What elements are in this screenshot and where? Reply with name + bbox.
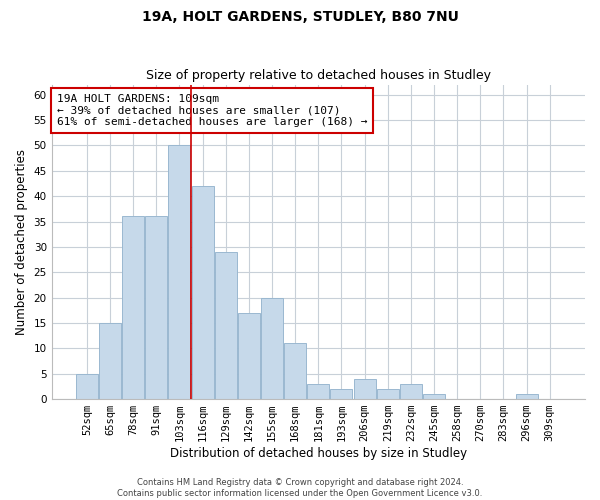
X-axis label: Distribution of detached houses by size in Studley: Distribution of detached houses by size … — [170, 447, 467, 460]
Bar — [191, 186, 214, 399]
Bar — [76, 374, 98, 399]
Bar — [99, 323, 121, 399]
Bar — [122, 216, 144, 399]
Bar — [284, 344, 306, 399]
Bar — [169, 146, 190, 399]
Text: 19A, HOLT GARDENS, STUDLEY, B80 7NU: 19A, HOLT GARDENS, STUDLEY, B80 7NU — [142, 10, 458, 24]
Bar — [145, 216, 167, 399]
Bar — [307, 384, 329, 399]
Bar — [331, 389, 352, 399]
Text: Contains HM Land Registry data © Crown copyright and database right 2024.
Contai: Contains HM Land Registry data © Crown c… — [118, 478, 482, 498]
Bar — [261, 298, 283, 399]
Bar — [353, 379, 376, 399]
Y-axis label: Number of detached properties: Number of detached properties — [15, 149, 28, 335]
Bar — [515, 394, 538, 399]
Bar — [238, 313, 260, 399]
Text: 19A HOLT GARDENS: 109sqm
← 39% of detached houses are smaller (107)
61% of semi-: 19A HOLT GARDENS: 109sqm ← 39% of detach… — [57, 94, 367, 127]
Bar — [377, 389, 399, 399]
Bar — [423, 394, 445, 399]
Bar — [400, 384, 422, 399]
Bar — [215, 252, 237, 399]
Title: Size of property relative to detached houses in Studley: Size of property relative to detached ho… — [146, 69, 491, 82]
